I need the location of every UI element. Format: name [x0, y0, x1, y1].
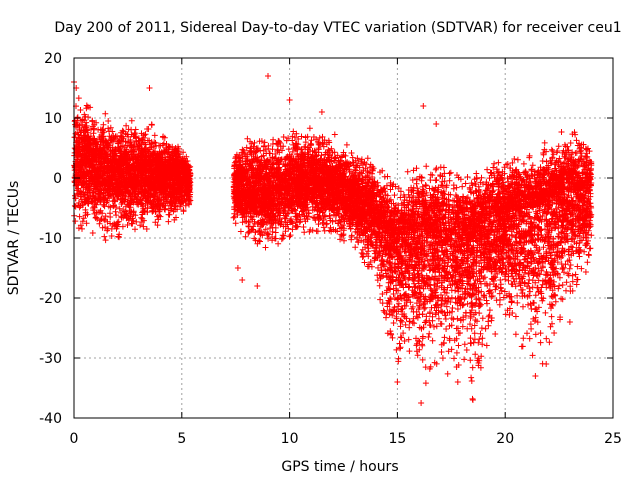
data-point — [261, 139, 268, 146]
data-point — [269, 146, 276, 153]
data-point — [77, 107, 84, 113]
data-point — [537, 330, 544, 337]
data-point — [358, 250, 365, 256]
data-point — [401, 248, 408, 255]
data-points — [71, 73, 595, 406]
data-point — [563, 279, 570, 286]
data-point — [180, 207, 187, 214]
data-point — [393, 346, 400, 353]
data-point — [280, 134, 287, 140]
data-point — [484, 166, 491, 173]
data-point — [323, 220, 330, 227]
data-point — [348, 150, 355, 156]
data-point — [492, 331, 499, 337]
data-point — [83, 220, 90, 227]
data-point — [101, 233, 108, 240]
data-point — [429, 337, 436, 344]
chart-title: Day 200 of 2011, Sidereal Day-to-day VTE… — [54, 20, 621, 36]
data-point — [448, 287, 455, 294]
data-point — [380, 307, 387, 314]
data-point — [459, 183, 466, 190]
data-point — [469, 364, 476, 371]
data-point — [447, 169, 454, 176]
data-point — [497, 277, 504, 283]
data-point — [352, 244, 359, 251]
data-point — [285, 146, 292, 153]
data-point — [95, 126, 102, 133]
data-point — [319, 133, 326, 140]
data-point — [406, 348, 413, 355]
data-point — [543, 335, 550, 342]
data-point — [300, 224, 307, 230]
data-point — [471, 330, 478, 337]
data-point — [431, 323, 437, 330]
data-point — [230, 214, 237, 221]
data-point — [404, 168, 411, 175]
data-point — [542, 309, 549, 316]
data-point — [242, 233, 249, 240]
data-point — [490, 187, 497, 194]
data-point — [512, 331, 519, 338]
data-point — [509, 159, 516, 166]
data-point — [440, 164, 447, 171]
data-point — [321, 227, 328, 234]
data-point — [558, 129, 565, 135]
data-point — [478, 325, 485, 332]
data-point — [512, 313, 519, 320]
data-point — [482, 325, 489, 332]
data-point — [444, 370, 451, 377]
data-point — [435, 315, 442, 322]
data-point — [107, 124, 114, 131]
data-point — [527, 288, 533, 295]
data-point — [479, 315, 486, 322]
data-point — [72, 218, 79, 225]
data-point — [302, 218, 309, 225]
data-point — [331, 131, 338, 138]
data-point — [79, 225, 85, 232]
data-point — [124, 222, 131, 228]
data-point — [569, 278, 576, 285]
data-point — [461, 356, 468, 363]
data-point — [464, 174, 471, 180]
data-point — [414, 314, 421, 321]
data-point — [539, 158, 546, 164]
data-point — [262, 244, 269, 251]
data-point — [74, 114, 81, 121]
data-point — [535, 304, 542, 311]
data-point — [287, 232, 294, 239]
data-point — [467, 357, 474, 364]
data-point — [455, 325, 461, 332]
data-point — [479, 335, 486, 342]
data-point — [80, 215, 87, 222]
data-point — [438, 349, 445, 355]
data-point — [520, 335, 527, 342]
